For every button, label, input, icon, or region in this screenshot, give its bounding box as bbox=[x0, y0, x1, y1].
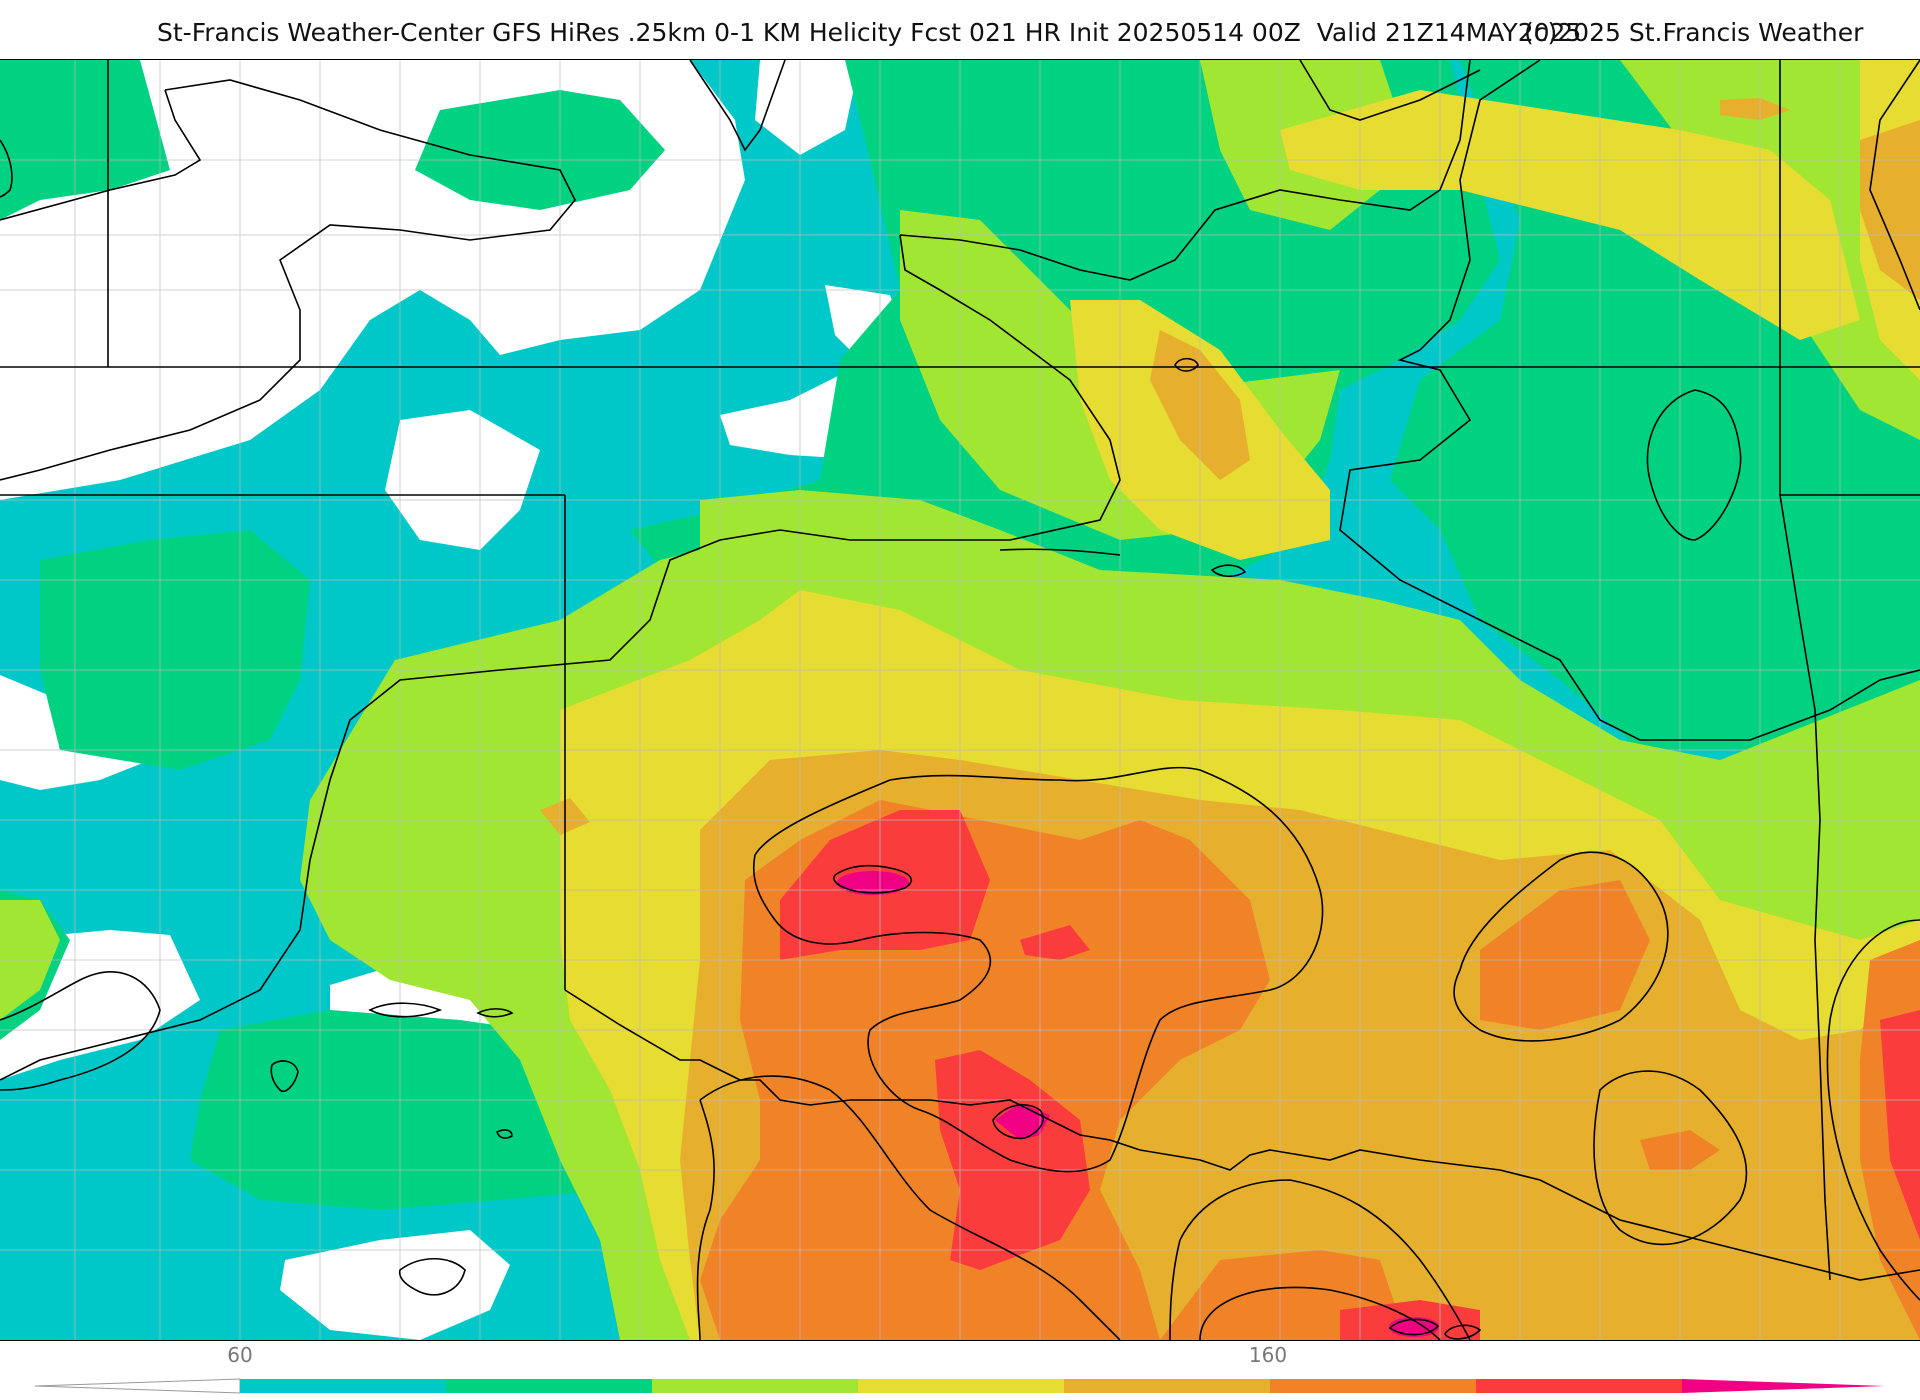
colorbar-band-3 bbox=[652, 1379, 858, 1393]
colorbar bbox=[0, 1376, 1920, 1396]
green-area-west bbox=[40, 530, 310, 770]
colorbar-band-6 bbox=[1270, 1379, 1476, 1393]
county-boundaries bbox=[0, 60, 1920, 1340]
white-area-southwest-3 bbox=[280, 1230, 510, 1340]
yellow-area-northeast bbox=[1280, 90, 1860, 340]
map-title-bar: St-Francis Weather-Center GFS HiRes .25k… bbox=[0, 14, 1920, 54]
copyright-text: (c)2025 St.Francis Weather bbox=[1524, 18, 1864, 47]
colorbar-band-4 bbox=[858, 1379, 1064, 1393]
gold-area-east bbox=[1860, 120, 1920, 300]
colorbar-label-160: 160 bbox=[1248, 1343, 1288, 1367]
colorbar-arrow-low bbox=[34, 1378, 241, 1394]
green-area-northwest bbox=[0, 60, 170, 220]
green-blob-north bbox=[415, 90, 665, 210]
state-boundaries bbox=[0, 60, 1920, 1281]
helicity-map-svg bbox=[0, 59, 1920, 1341]
colorbar-band-1 bbox=[240, 1379, 446, 1393]
red-area-far-east bbox=[1880, 1010, 1920, 1240]
map-title: St-Francis Weather-Center GFS HiRes .25k… bbox=[157, 18, 1582, 47]
white-area-north-center bbox=[755, 60, 860, 155]
magenta-blob-1 bbox=[837, 871, 909, 895]
colorbar-labels: 60 160 bbox=[0, 1343, 1920, 1369]
colorbar-band-7 bbox=[1476, 1379, 1682, 1393]
helicity-contours bbox=[0, 59, 1920, 1341]
orange-area-east bbox=[1480, 880, 1650, 1030]
red-blob-small bbox=[1020, 925, 1090, 960]
colorbar-band-2 bbox=[446, 1379, 652, 1393]
gold-blob-northeast bbox=[1720, 98, 1790, 120]
colorbar-svg bbox=[34, 1378, 1885, 1394]
colorbar-arrow-high bbox=[1682, 1379, 1885, 1393]
colorbar-band-5 bbox=[1064, 1379, 1270, 1393]
helicity-map bbox=[0, 59, 1920, 1341]
white-blob-1 bbox=[385, 410, 540, 550]
colorbar-label-60: 60 bbox=[227, 1343, 253, 1367]
colorbar-segments bbox=[34, 1378, 1885, 1394]
